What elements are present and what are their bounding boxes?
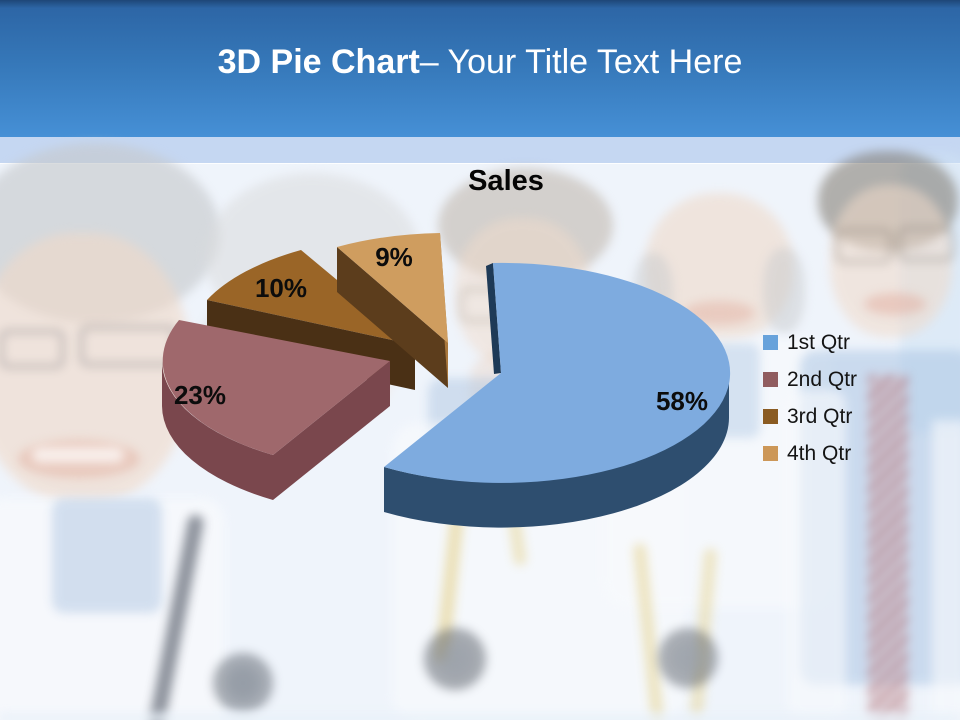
- legend-item-2nd-qtr[interactable]: 2nd Qtr: [763, 368, 857, 391]
- data-label-2nd-qtr: 23%: [174, 380, 226, 410]
- pie-slice-1st-qtr-edge: [486, 263, 501, 374]
- slide-title-rest: – Your Title Text Here: [419, 43, 743, 81]
- chart-legend: 1st Qtr 2nd Qtr 3rd Qtr 4th Qtr: [763, 331, 857, 479]
- legend-item-4th-qtr[interactable]: 4th Qtr: [763, 442, 857, 465]
- pie-slice-1st-qtr-rim: [384, 373, 729, 528]
- legend-swatch-2nd-qtr: [763, 372, 778, 387]
- legend-label: 1st Qtr: [787, 331, 851, 354]
- legend-swatch-1st-qtr: [763, 335, 778, 350]
- chart-title: Sales: [468, 165, 544, 197]
- data-label-3rd-qtr: 10%: [255, 273, 307, 303]
- legend-item-3rd-qtr[interactable]: 3rd Qtr: [763, 405, 857, 428]
- legend-item-1st-qtr[interactable]: 1st Qtr: [763, 331, 857, 354]
- slide-title-bold: 3D Pie Chart: [217, 43, 420, 81]
- slide-title: 3D Pie Chart– Your Title Text Here: [0, 0, 960, 81]
- legend-label: 4th Qtr: [787, 442, 852, 465]
- legend-swatch-3rd-qtr: [763, 409, 778, 424]
- pie-slice-3rd-qtr[interactable]: [207, 250, 415, 345]
- data-label-4th-qtr: 9%: [375, 242, 413, 272]
- legend-label: 2nd Qtr: [787, 368, 858, 391]
- pie-slice-4th-qtr-side: [337, 247, 448, 388]
- data-label-1st-qtr: 58%: [656, 386, 708, 416]
- pie-slice-4th-qtr[interactable]: [337, 233, 448, 343]
- pie-slice-2nd-qtr[interactable]: [162, 320, 390, 455]
- pie-slice-2nd-qtr-rim: [162, 361, 273, 500]
- legend-label: 3rd Qtr: [787, 405, 853, 428]
- pie-slice-1st-qtr[interactable]: [384, 262, 731, 483]
- slide-header: 3D Pie Chart– Your Title Text Here: [0, 0, 960, 137]
- legend-swatch-4th-qtr: [763, 446, 778, 461]
- pie-slice-2nd-qtr-side: [273, 361, 390, 500]
